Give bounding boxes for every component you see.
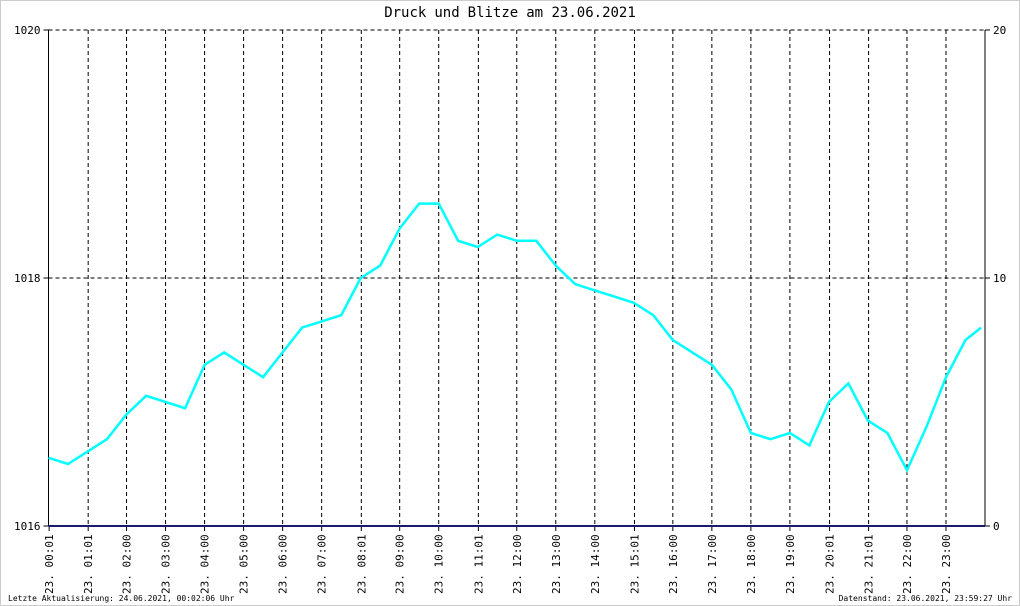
x-tick-label: 23. 04:00 xyxy=(199,534,212,594)
x-tick-label: 23. 14:00 xyxy=(589,534,602,594)
x-tick-label: 23. 02:00 xyxy=(121,534,134,594)
y2-tick-label: 10 xyxy=(993,272,1006,285)
x-tick-label: 23. 06:00 xyxy=(277,534,290,594)
x-tick-label: 23. 12:00 xyxy=(511,534,524,594)
x-tick-label: 23. 22:00 xyxy=(901,534,914,594)
x-tick-label: 23. 08:01 xyxy=(355,534,368,594)
series-line xyxy=(48,202,982,474)
legend-entry: Blitze xyxy=(468,5,519,21)
x-tick-label: 23. 09:00 xyxy=(394,534,407,594)
x-tick-label: 23. 01:01 xyxy=(82,534,95,594)
y-tick-label: 1016 xyxy=(14,520,41,533)
x-tick-label: 23. 16:00 xyxy=(667,534,680,594)
chart-title: am 23.06.2021 xyxy=(526,5,636,21)
y-tick-label: 1020 xyxy=(14,24,41,37)
y-tick-label: 1018 xyxy=(14,272,41,285)
x-tick-label: 23. 18:00 xyxy=(745,534,758,594)
footer: Letzte Aktualisierung: 24.06.2021, 00:02… xyxy=(8,594,235,603)
x-tick-label: 23. 17:00 xyxy=(706,534,719,594)
y2-tick-label: 0 xyxy=(993,520,1000,533)
footer: Datenstand: 23.06.2021, 23:59:27 Uhr xyxy=(839,594,1013,603)
x-tick-label: 23. 20:01 xyxy=(824,534,837,594)
y2-tick-label: 20 xyxy=(993,24,1006,37)
x-tick-label: 23. 05:00 xyxy=(238,534,251,594)
x-tick-label: 23. 07:00 xyxy=(316,534,329,594)
x-tick-label: 23. 15:01 xyxy=(628,534,641,594)
x-tick-label: 23. 10:00 xyxy=(433,534,446,594)
legend-entry: Druck xyxy=(384,5,427,21)
x-tick-label: 23. 21:01 xyxy=(863,534,876,594)
x-tick-label: 23. 11:01 xyxy=(472,534,485,594)
x-tick-label: 23. 00:01 xyxy=(43,534,56,594)
x-tick-label: 23. 13:00 xyxy=(550,534,563,594)
x-tick-label: 23. 19:00 xyxy=(784,534,797,594)
x-tick-label: 23. 03:00 xyxy=(160,534,173,594)
x-tick-label: 23. 23:00 xyxy=(940,534,953,594)
chart-title: und xyxy=(434,5,459,21)
